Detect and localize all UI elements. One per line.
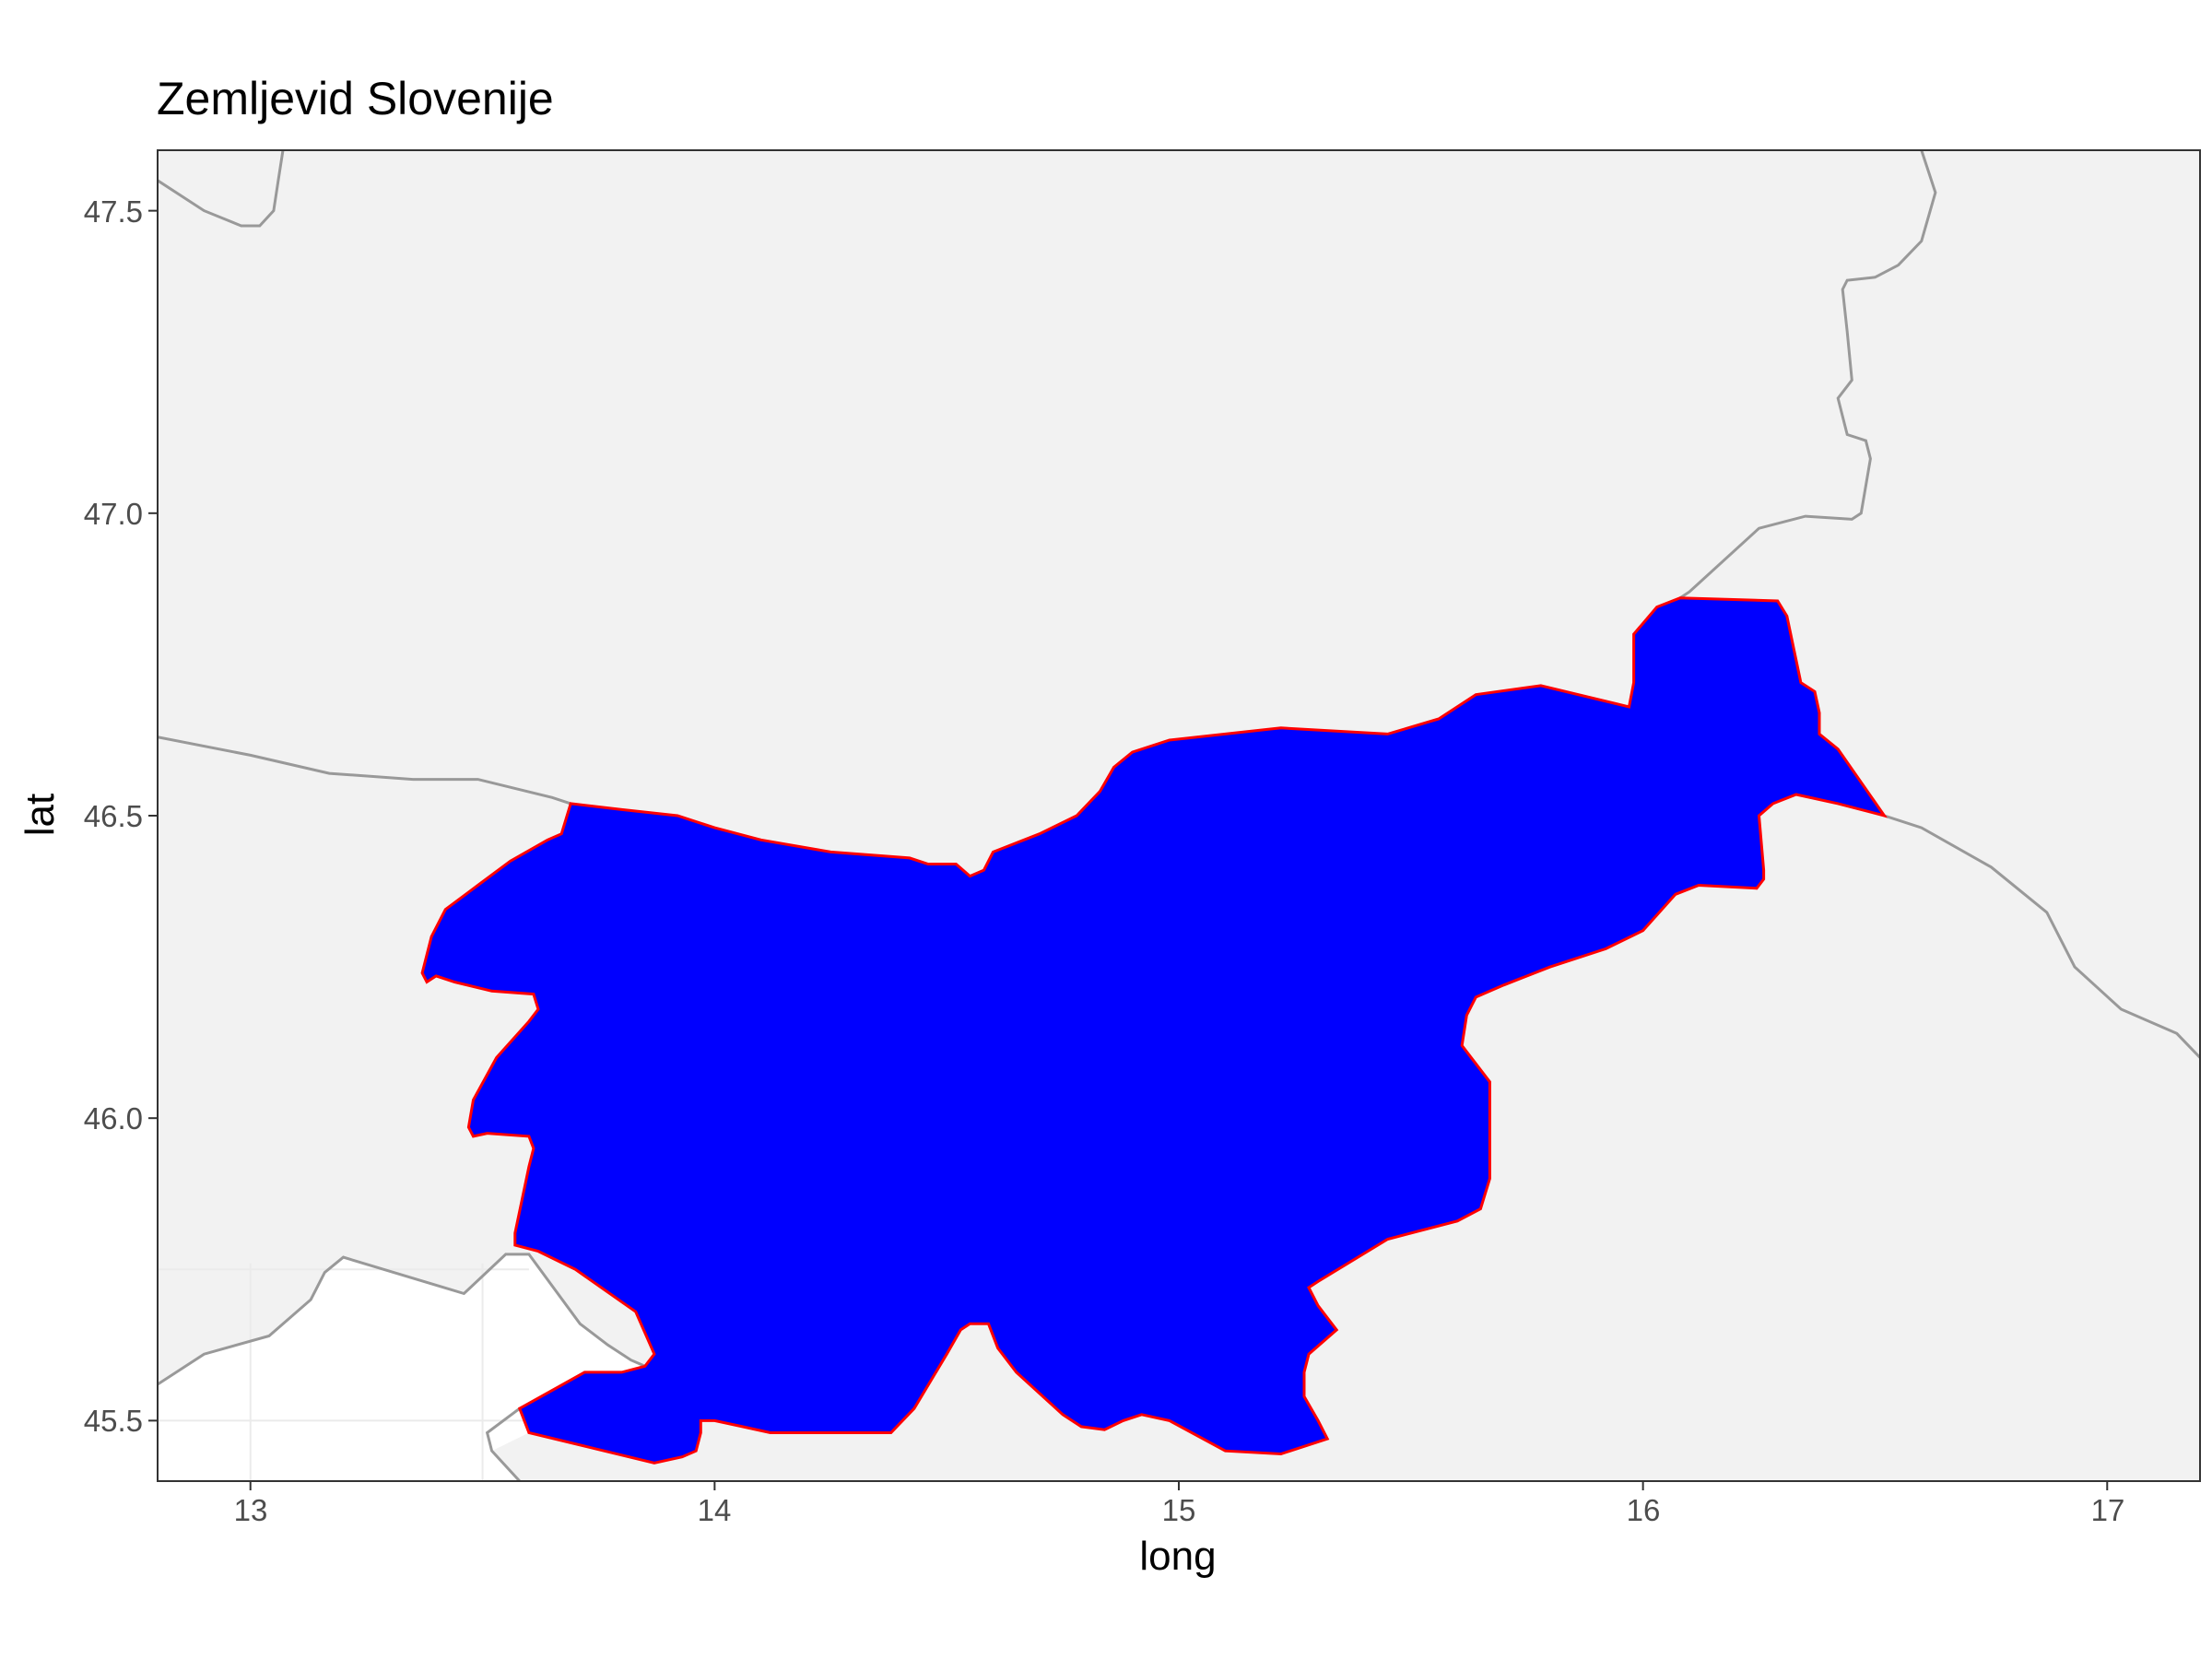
neighbor-border-line-0	[158, 150, 285, 228]
x-axis-label: long	[1139, 1534, 1217, 1579]
axis-ticks	[148, 209, 2109, 1490]
x-tick-label: 17	[2090, 1493, 2125, 1527]
y-tick-label: 45.5	[83, 1404, 143, 1438]
outside-region-white	[158, 1253, 645, 1481]
y-tick-label: 47.0	[83, 497, 143, 531]
neighbor-border-line-2	[158, 735, 571, 806]
neighbor-borders	[158, 150, 2200, 1481]
x-tick-label: 16	[1626, 1493, 1661, 1527]
x-tick-label: 13	[233, 1493, 268, 1527]
neighbor-border-line-5	[485, 1406, 521, 1481]
neighbor-border-line-3	[1884, 814, 2200, 1059]
x-tick-label: 15	[1161, 1493, 1196, 1527]
background-grid	[158, 1263, 529, 1481]
neighbor-border-line-1	[1679, 150, 1937, 599]
y-tick-label: 47.5	[83, 194, 143, 229]
slovenia-polygon	[420, 596, 1888, 1465]
x-tick-label: 14	[697, 1493, 732, 1527]
map-title: Zemljevid Slovenije	[157, 73, 554, 124]
y-axis-label: lat	[18, 793, 63, 837]
y-tick-label: 46.5	[83, 799, 143, 833]
y-tick-label: 46.0	[83, 1101, 143, 1135]
neighbor-border-line-4	[158, 1253, 646, 1386]
